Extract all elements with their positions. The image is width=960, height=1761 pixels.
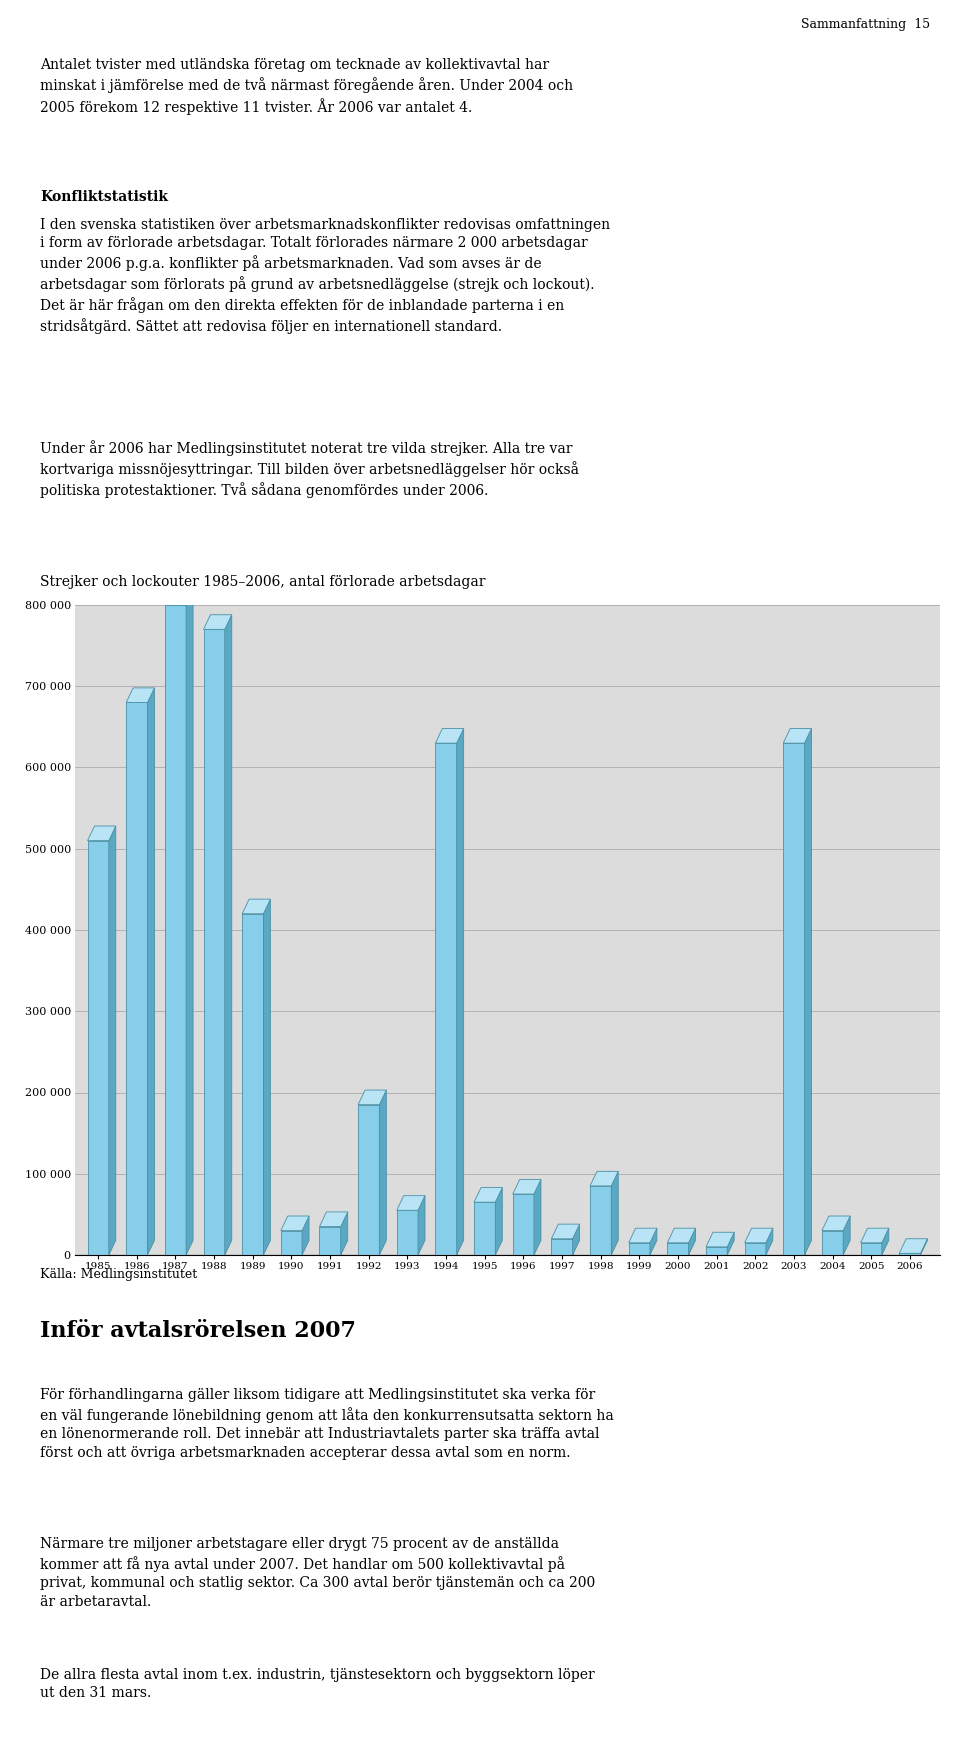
Polygon shape [457,729,464,1256]
Polygon shape [667,1227,696,1243]
Bar [281,1231,302,1256]
Text: För förhandlingarna gäller liksom tidigare att Medlingsinstitutet ska verka för
: För förhandlingarna gäller liksom tidiga… [40,1388,613,1460]
Text: Strejker och lockouter 1985–2006, antal förlorade arbetsdagar: Strejker och lockouter 1985–2006, antal … [40,576,486,588]
Polygon shape [242,900,271,914]
Polygon shape [108,826,116,1256]
Text: De allra flesta avtal inom t.ex. industrin, tjänstesektorn och byggsektorn löper: De allra flesta avtal inom t.ex. industr… [40,1668,595,1701]
Bar [320,1227,341,1256]
Bar [860,1243,882,1256]
Polygon shape [572,1224,580,1256]
Polygon shape [379,1090,386,1256]
Polygon shape [396,1196,425,1210]
Bar [242,914,263,1256]
Bar [667,1243,688,1256]
Bar [822,1231,843,1256]
Text: I den svenska statistiken över arbetsmarknadskonflikter redovisas omfattningen
i: I den svenska statistiken över arbetsmar… [40,218,611,335]
Polygon shape [513,1180,540,1194]
Polygon shape [804,729,811,1256]
Polygon shape [281,1217,309,1231]
Polygon shape [186,590,193,1256]
Polygon shape [418,1196,425,1256]
Polygon shape [302,1217,309,1256]
Polygon shape [706,1233,734,1247]
Bar [783,743,804,1256]
Polygon shape [882,1227,889,1256]
Text: Inför avtalsrörelsen 2007: Inför avtalsrörelsen 2007 [40,1321,356,1342]
Polygon shape [822,1217,851,1231]
Polygon shape [766,1227,773,1256]
Polygon shape [612,1171,618,1256]
Bar [590,1185,612,1256]
Polygon shape [263,900,271,1256]
Polygon shape [320,1212,348,1227]
Bar [126,703,148,1256]
Bar [358,1104,379,1256]
Polygon shape [688,1227,696,1256]
Polygon shape [783,729,811,743]
Text: Sammanfattning  15: Sammanfattning 15 [801,18,930,32]
Bar [474,1203,495,1256]
Polygon shape [900,1238,927,1254]
Polygon shape [165,590,193,606]
Polygon shape [87,826,116,840]
Polygon shape [225,615,231,1256]
Polygon shape [358,1090,386,1104]
Polygon shape [728,1233,734,1256]
Text: Närmare tre miljoner arbetstagare eller drygt 75 procent av de anställda
kommer : Närmare tre miljoner arbetstagare eller … [40,1537,595,1610]
Polygon shape [204,615,231,629]
Polygon shape [843,1217,851,1256]
Text: Antalet tvister med utländska företag om tecknade av kollektivavtal har
minskat : Antalet tvister med utländska företag om… [40,58,573,116]
Polygon shape [126,689,155,703]
Polygon shape [436,729,464,743]
Bar [745,1243,766,1256]
Bar [204,629,225,1256]
Polygon shape [650,1227,657,1256]
Polygon shape [341,1212,348,1256]
Bar [551,1238,572,1256]
Polygon shape [921,1238,927,1256]
Text: Under år 2006 har Medlingsinstitutet noterat tre vilda strejker. Alla tre var
ko: Under år 2006 har Medlingsinstitutet not… [40,440,579,498]
Polygon shape [474,1187,502,1203]
Bar [396,1210,418,1256]
Bar [513,1194,534,1256]
Polygon shape [860,1227,889,1243]
Bar [165,606,186,1256]
Bar [87,840,108,1256]
Bar [629,1243,650,1256]
Polygon shape [495,1187,502,1256]
Polygon shape [148,689,155,1256]
Text: Konfliktstatistik: Konfliktstatistik [40,190,168,204]
Bar [436,743,457,1256]
Bar [706,1247,728,1256]
Polygon shape [590,1171,618,1185]
Polygon shape [629,1227,657,1243]
Polygon shape [745,1227,773,1243]
Polygon shape [551,1224,580,1238]
Polygon shape [534,1180,540,1256]
Text: Källa: Medlingsinstitutet: Källa: Medlingsinstitutet [40,1268,197,1280]
